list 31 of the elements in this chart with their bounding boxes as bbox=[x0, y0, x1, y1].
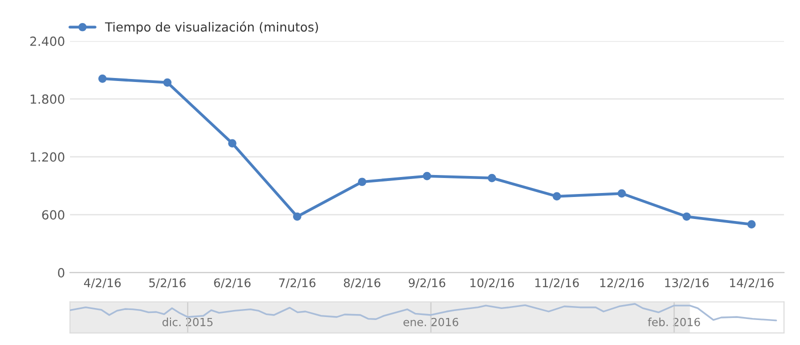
point bbox=[358, 178, 366, 186]
point bbox=[618, 189, 626, 198]
x-tick-label: 13/2/16 bbox=[665, 278, 709, 288]
y-tick-label: 1.800 bbox=[30, 94, 64, 104]
x-tick-label: 6/2/16 bbox=[214, 278, 251, 288]
x-tick-label: ene. 2016 bbox=[404, 318, 458, 326]
x-tick-label: 10/2/16 bbox=[470, 278, 514, 288]
point bbox=[228, 139, 236, 148]
point bbox=[682, 212, 691, 221]
point bbox=[163, 78, 172, 87]
point bbox=[422, 172, 432, 180]
x-tick-label: 14/2/16 bbox=[730, 278, 774, 288]
point bbox=[488, 174, 496, 182]
x-tick-label: 8/2/16 bbox=[344, 278, 380, 288]
point bbox=[98, 74, 107, 83]
x-tick-label: 4/2/16 bbox=[84, 278, 121, 288]
y-tick-label: 600 bbox=[42, 210, 64, 220]
x-tick-label: dic. 2015 bbox=[162, 318, 213, 326]
x-tick-label: 11/2/16 bbox=[535, 278, 579, 288]
point bbox=[747, 220, 756, 228]
x-tick-label: 5/2/16 bbox=[149, 278, 186, 288]
point bbox=[552, 192, 561, 201]
y-tick-label: 0 bbox=[58, 268, 64, 278]
point bbox=[293, 212, 302, 221]
x-tick-label: feb. 2016 bbox=[648, 318, 700, 326]
x-tick-label: 7/2/16 bbox=[279, 278, 316, 288]
y-tick-label: 2.400 bbox=[30, 36, 64, 46]
x-tick-label: 9/2/16 bbox=[408, 278, 446, 288]
y-tick-label: 1.200 bbox=[30, 152, 64, 162]
legend-label: Tiempo de visualización (minutos) bbox=[104, 22, 318, 34]
x-tick-label: 12/2/16 bbox=[600, 278, 644, 288]
